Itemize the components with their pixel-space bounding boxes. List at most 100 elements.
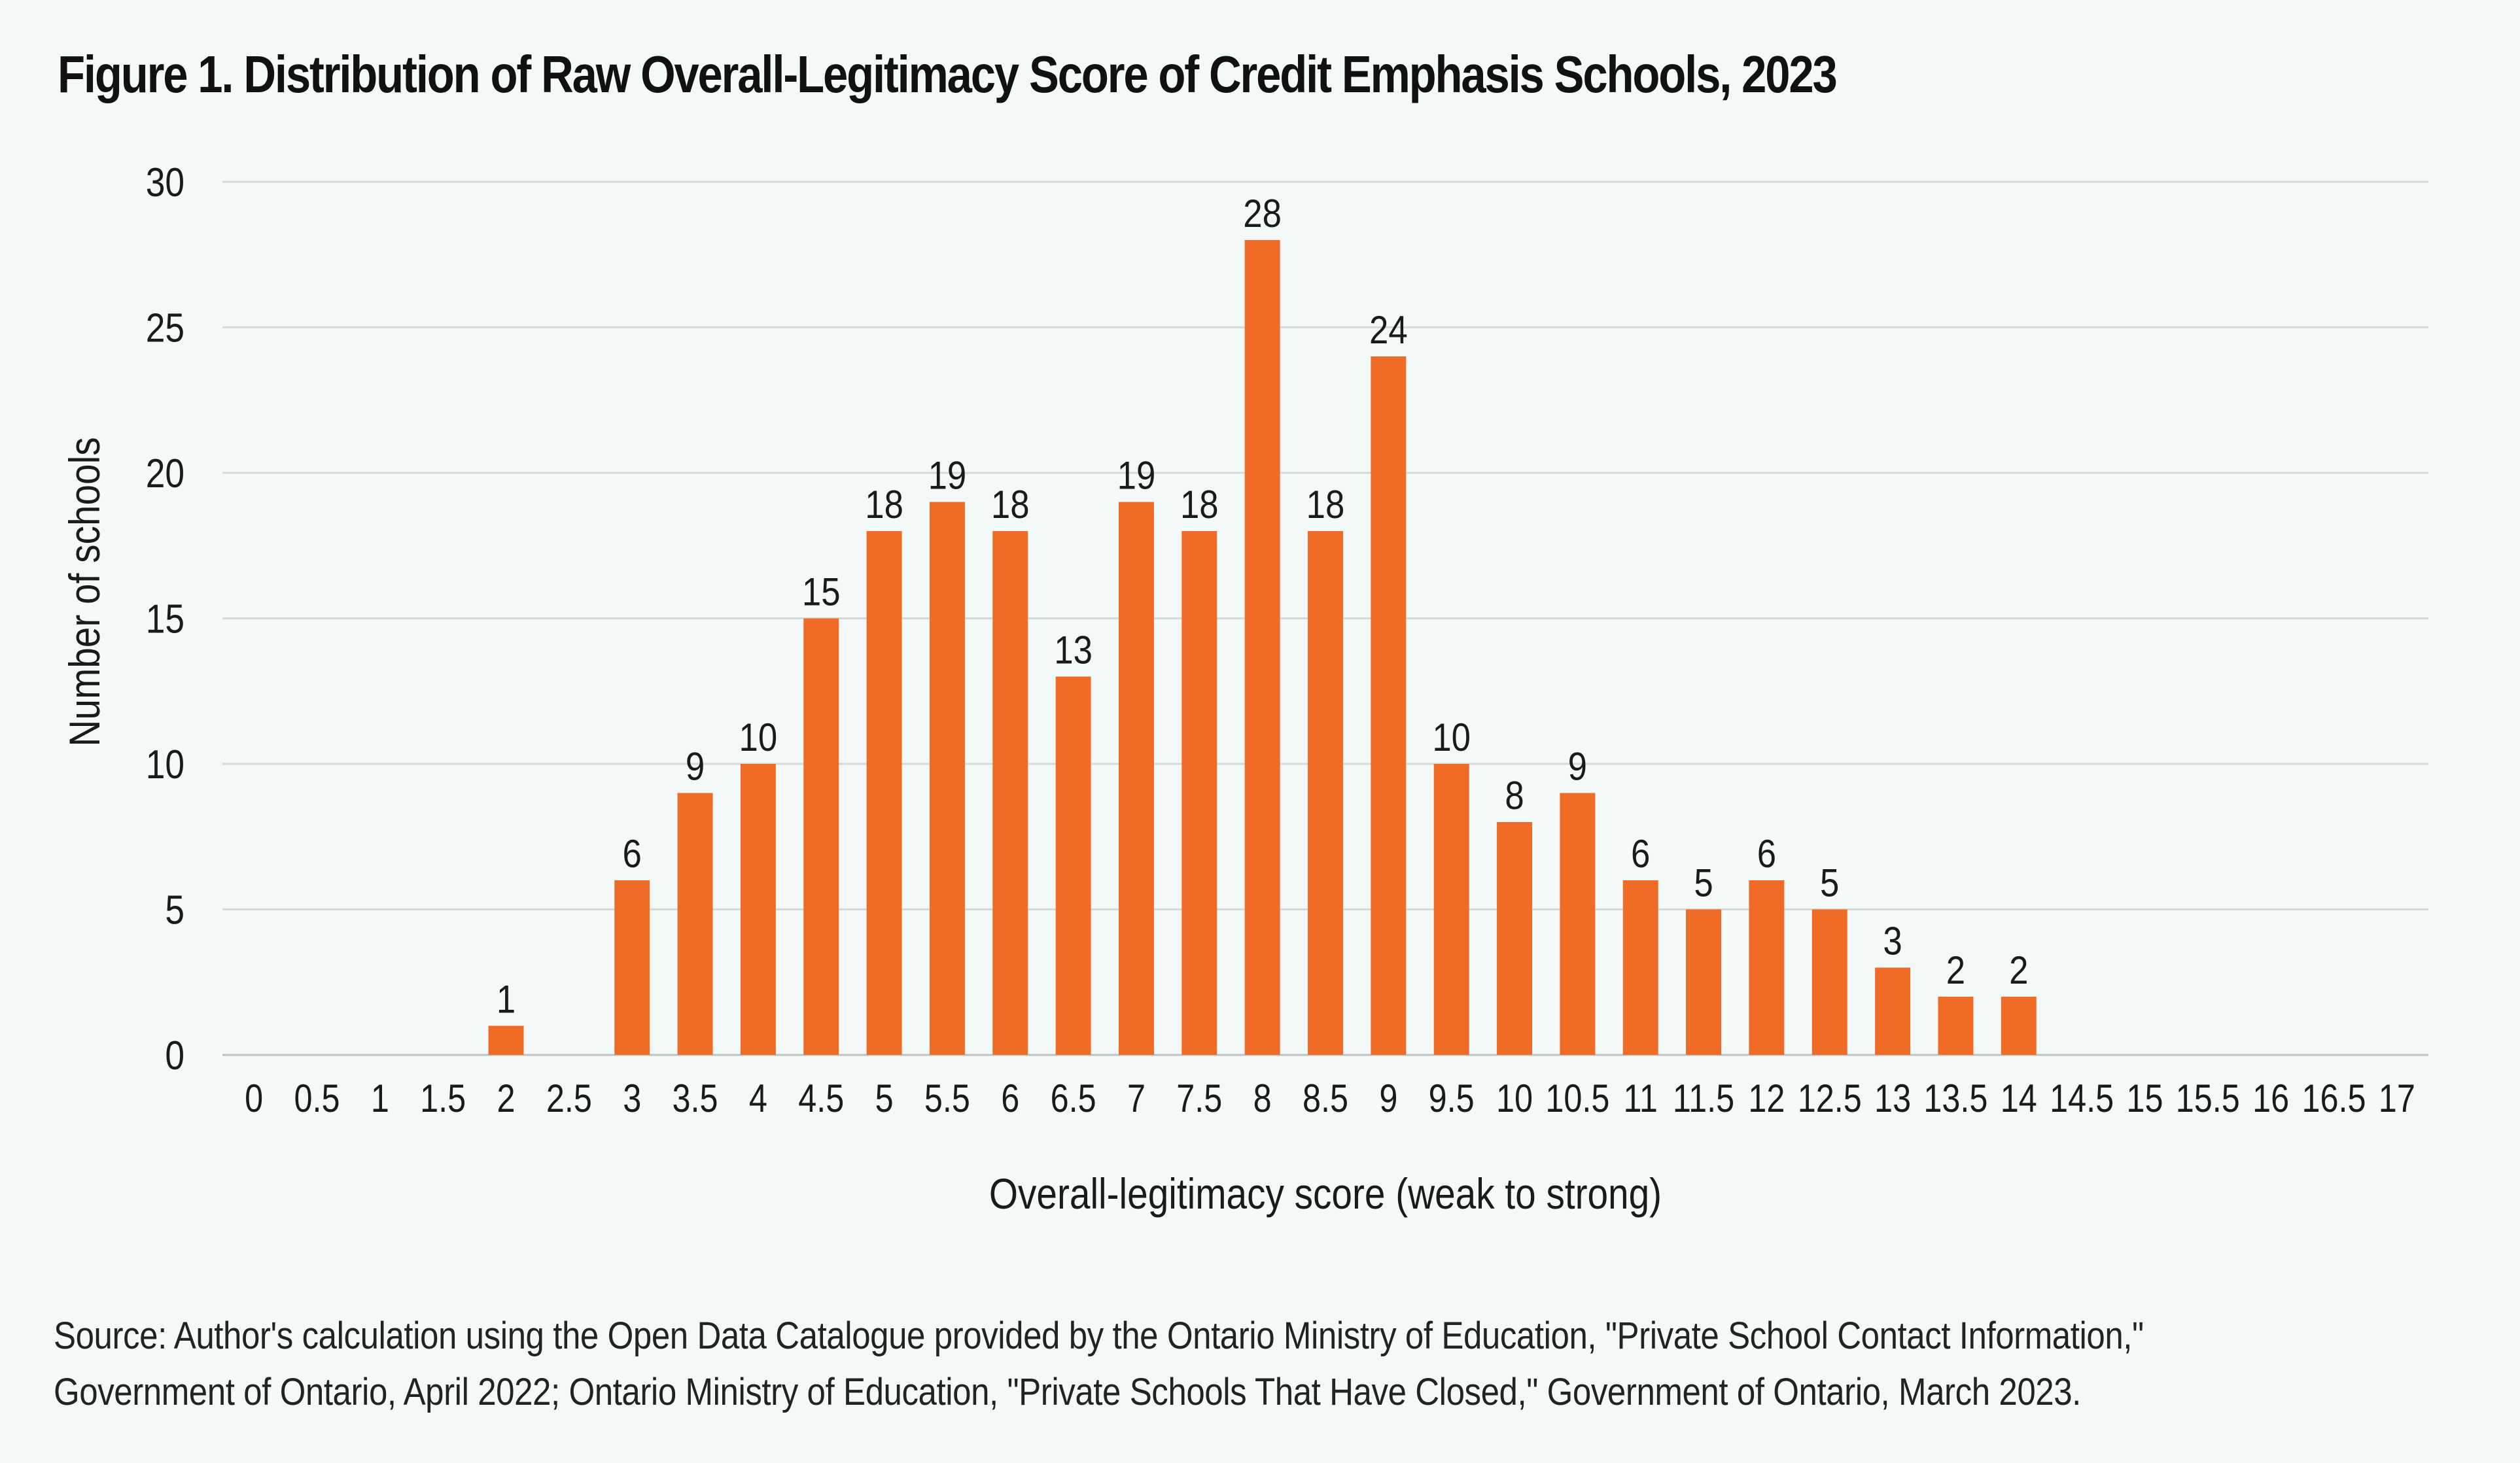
x-tick-label: 5.5	[924, 1076, 970, 1120]
x-tick-label: 2	[497, 1076, 516, 1120]
bar	[1118, 502, 1154, 1055]
data-label: 18	[1306, 483, 1345, 526]
bars	[488, 240, 2037, 1055]
bar	[740, 764, 776, 1055]
x-tick-label: 9	[1379, 1076, 1397, 1120]
data-label: 13	[1054, 628, 1093, 672]
data-label: 15	[802, 570, 841, 613]
bar	[992, 531, 1028, 1055]
bar	[1875, 967, 1911, 1055]
x-tick-label: 11	[1624, 1076, 1658, 1120]
x-tick-label: 8	[1253, 1076, 1272, 1120]
bar	[1433, 764, 1469, 1055]
x-tick-label: 7.5	[1176, 1076, 1222, 1120]
y-tick-label: 20	[146, 451, 184, 496]
x-tick-label: 9.5	[1429, 1076, 1475, 1120]
data-label: 28	[1243, 192, 1282, 235]
data-label: 9	[686, 744, 705, 788]
data-label: 18	[865, 483, 903, 526]
x-tick-label: 8.5	[1303, 1076, 1348, 1120]
y-tick-label: 0	[165, 1033, 184, 1078]
data-label: 24	[1369, 308, 1408, 352]
y-tick-label: 25	[146, 306, 184, 351]
bar	[614, 880, 650, 1055]
data-label: 9	[1568, 744, 1587, 788]
data-label: 2	[1946, 948, 1965, 992]
bar	[1811, 909, 1847, 1055]
x-tick-label: 13	[1874, 1076, 1911, 1120]
x-tick-label: 2.5	[546, 1076, 592, 1120]
x-tick-label: 16	[2252, 1076, 2289, 1120]
data-label: 10	[1432, 715, 1471, 759]
y-axis: 0 5 10 15 20 25 30	[146, 160, 184, 1078]
x-tick-label: 0	[245, 1076, 263, 1120]
data-label: 8	[1505, 774, 1524, 818]
x-tick-label: 15	[2126, 1076, 2163, 1120]
source-note: Source: Author's calculation using the O…	[54, 1308, 2184, 1420]
data-label: 6	[623, 832, 642, 876]
y-tick-label: 30	[146, 160, 184, 205]
data-label: 5	[1694, 861, 1713, 904]
x-tick-label: 10.5	[1545, 1076, 1609, 1120]
x-tick-label: 3.5	[673, 1076, 718, 1120]
x-tick-label: 15.5	[2176, 1076, 2240, 1120]
x-tick-label: 6.5	[1051, 1076, 1096, 1120]
x-tick-label: 1	[371, 1076, 389, 1120]
bar	[1686, 909, 1722, 1055]
x-tick-label: 17	[2379, 1076, 2415, 1120]
x-tick-label: 11.5	[1673, 1076, 1734, 1120]
x-tick-label: 13.5	[1923, 1076, 1987, 1120]
x-tick-label: 10	[1496, 1076, 1533, 1120]
bar	[1938, 997, 1974, 1055]
x-tick-label: 7	[1127, 1076, 1146, 1120]
data-label: 2	[2009, 948, 2028, 992]
data-label: 6	[1631, 832, 1650, 876]
bar	[1055, 676, 1091, 1055]
x-axis: 0 0.5 1 1.5 2 2.5 3 3.5 4 4.5 5 5.5 6 6.5 7 7.5 8 8.5 9 9.5…	[245, 1076, 2415, 1120]
bar	[1371, 356, 1407, 1055]
bar	[1244, 240, 1280, 1055]
y-tick-label: 5	[165, 888, 184, 933]
x-tick-label: 3	[623, 1076, 641, 1120]
x-tick-label: 14.5	[2050, 1076, 2114, 1120]
bar	[1560, 793, 1596, 1055]
y-tick-label: 15	[146, 597, 184, 642]
data-label: 3	[1883, 919, 1902, 963]
data-label: 19	[1117, 453, 1156, 497]
bar	[1308, 531, 1343, 1055]
data-label: 18	[1180, 483, 1219, 526]
bar	[677, 793, 713, 1055]
x-tick-label: 4	[749, 1076, 767, 1120]
x-tick-label: 4.5	[798, 1076, 844, 1120]
source-line-2: Government of Ontario, April 2022; Ontar…	[54, 1371, 2081, 1413]
x-tick-label: 1.5	[420, 1076, 466, 1120]
bar	[2001, 997, 2037, 1055]
x-tick-label: 0.5	[294, 1076, 340, 1120]
data-label: 1	[497, 977, 516, 1021]
x-axis-label: Overall-legitimacy score (weak to strong…	[989, 1170, 1662, 1218]
data-label: 10	[739, 715, 778, 759]
x-tick-label: 14	[2001, 1076, 2037, 1120]
data-label: 5	[1820, 861, 1839, 904]
bar	[1622, 880, 1658, 1055]
x-tick-label: 6	[1001, 1076, 1019, 1120]
x-tick-label: 16.5	[2301, 1076, 2366, 1120]
x-tick-label: 12.5	[1798, 1076, 1862, 1120]
y-axis-label: Number of schools	[61, 437, 109, 746]
bar	[929, 502, 965, 1055]
x-tick-label: 12	[1748, 1076, 1785, 1120]
x-tick-label: 5	[875, 1076, 894, 1120]
bar	[866, 531, 902, 1055]
bar	[1181, 531, 1217, 1055]
bar	[803, 618, 839, 1055]
chart-title: Figure 1. Distribution of Raw Overall-Le…	[58, 45, 1838, 103]
bar	[1749, 880, 1785, 1055]
bar	[488, 1025, 524, 1055]
data-label: 6	[1757, 832, 1776, 876]
data-label: 19	[928, 453, 967, 497]
source-line-1: Source: Author's calculation using the O…	[54, 1315, 2144, 1357]
bar	[1497, 822, 1533, 1055]
data-label: 18	[991, 483, 1030, 526]
